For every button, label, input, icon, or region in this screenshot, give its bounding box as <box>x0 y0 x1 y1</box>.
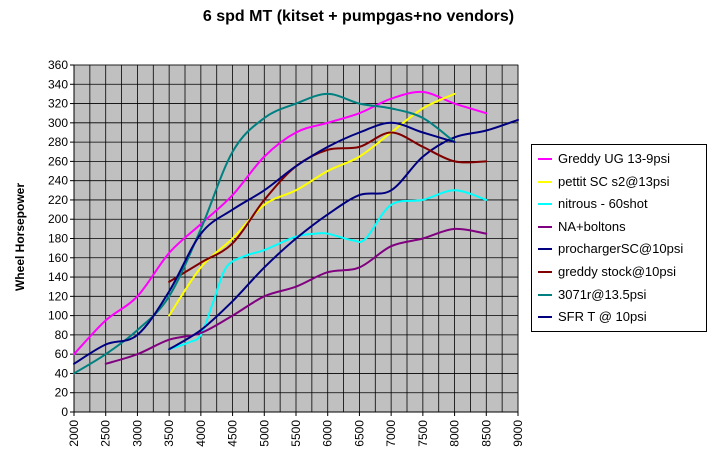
legend-item: Greddy UG 13-9psi <box>532 149 708 169</box>
y-tick-label: 200 <box>48 212 68 226</box>
legend-swatch <box>538 225 552 228</box>
y-tick-label: 240 <box>48 174 68 188</box>
x-tick-label: 6000 <box>321 420 335 447</box>
y-tick-label: 300 <box>48 116 68 130</box>
y-tick-label: 120 <box>48 289 68 303</box>
series-line-5 <box>168 118 519 351</box>
y-tick-label: 260 <box>48 154 68 168</box>
legend-label: SFR T @ 10psi <box>558 309 647 325</box>
x-tick-label: 3000 <box>130 420 144 447</box>
legend-swatch <box>538 248 552 251</box>
legend-swatch <box>538 180 552 183</box>
x-tick-label: 2500 <box>99 420 113 447</box>
y-tick-label: 20 <box>55 386 69 400</box>
legend-item: SFR T @ 10psi <box>532 307 708 327</box>
x-tick-label: 7000 <box>384 420 398 447</box>
y-tick-label: 0 <box>61 405 68 419</box>
x-tick-label: 8500 <box>479 420 493 447</box>
y-tick-label: 280 <box>48 135 68 149</box>
legend-swatch <box>538 271 552 273</box>
x-tick-label: 3500 <box>162 420 176 447</box>
y-tick-label: 40 <box>55 366 69 380</box>
legend-swatch <box>538 316 552 319</box>
series-line-3 <box>168 189 488 351</box>
series-line-6 <box>168 131 488 283</box>
x-tick-label: 6500 <box>352 420 366 447</box>
y-tick-label: 180 <box>48 232 68 246</box>
legend-label: pettit SC s2@13psi <box>558 173 670 189</box>
series-line-4 <box>104 227 488 365</box>
x-tick-label: 2000 <box>67 420 81 447</box>
series-line-1 <box>73 90 488 356</box>
y-tick-label: 360 <box>48 58 68 72</box>
y-tick-label: 140 <box>48 270 68 284</box>
legend-item: nitrous - 60shot <box>532 194 708 214</box>
y-tick-label: 60 <box>55 347 69 361</box>
x-tick-label: 5000 <box>257 420 271 447</box>
series-line-2 <box>168 92 456 317</box>
y-tick-label: 100 <box>48 309 68 323</box>
y-tick-label: 80 <box>55 328 69 342</box>
legend-swatch <box>538 158 552 160</box>
legend-label: nitrous - 60shot <box>558 196 648 212</box>
series-line-7 <box>73 92 456 375</box>
y-tick-label: 340 <box>48 77 68 91</box>
y-tick-label: 320 <box>48 97 68 111</box>
y-tick-label: 220 <box>48 193 68 207</box>
x-tick-label: 9000 <box>511 420 525 447</box>
chart-title: 6 spd MT (kitset + pumpgas+no vendors) <box>202 8 515 25</box>
x-tick-label: 8000 <box>448 420 462 447</box>
x-tick-label: 4000 <box>194 420 208 447</box>
legend-item: pettit SC s2@13psi <box>532 172 708 192</box>
legend-item: prochargerSC@10psi <box>532 239 708 259</box>
x-tick-label: 5500 <box>289 420 303 447</box>
chart-legend: Greddy UG 13-9psi pettit SC s2@13psi nitro… <box>531 144 707 332</box>
series-line-8 <box>73 121 456 365</box>
legend-item: NA+boltons <box>532 217 708 237</box>
legend-label: NA+boltons <box>558 218 626 234</box>
x-tick-label: 7500 <box>416 420 430 447</box>
legend-label: greddy stock@10psi <box>558 264 676 279</box>
legend-swatch <box>538 293 552 296</box>
legend-label: prochargerSC@10psi <box>558 241 684 257</box>
y-tick-label: 160 <box>48 251 68 265</box>
legend-item: greddy stock@10psi <box>532 262 708 282</box>
legend-label: 3071r@13.5psi <box>558 286 647 302</box>
legend-swatch <box>538 203 552 206</box>
x-tick-label: 4500 <box>226 420 240 447</box>
legend-item: 3071r@13.5psi <box>532 285 708 305</box>
legend-label: Greddy UG 13-9psi <box>558 151 670 166</box>
